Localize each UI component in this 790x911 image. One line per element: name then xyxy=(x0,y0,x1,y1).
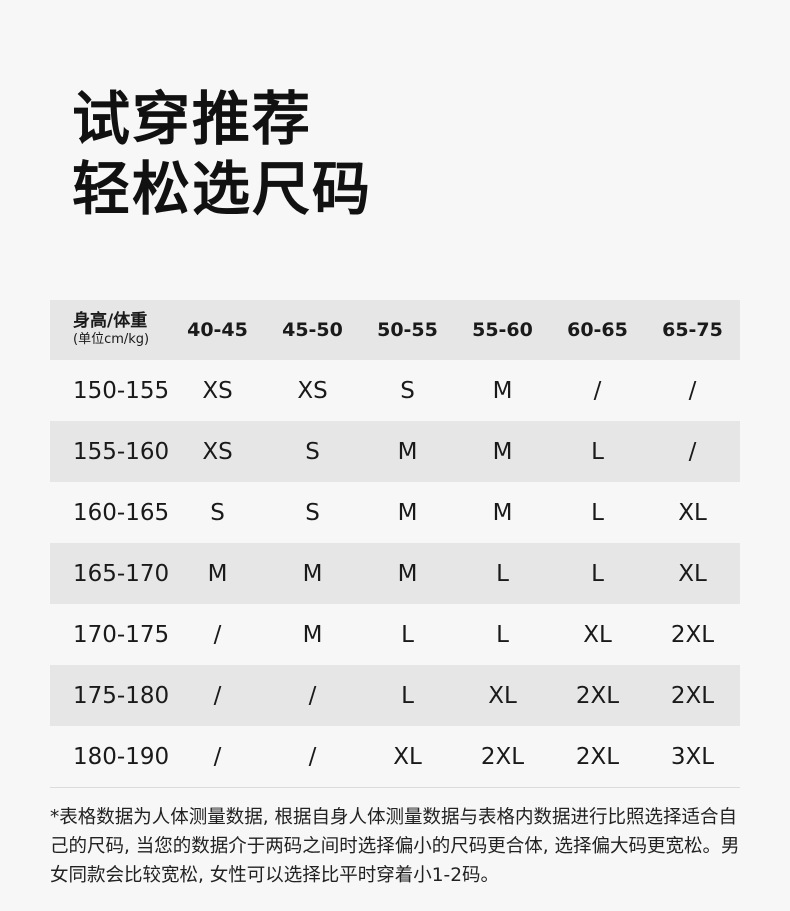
row-height-label: 150-155 xyxy=(73,377,170,404)
row-height-label: 155-160 xyxy=(73,438,170,465)
table-row: 170-175 / M L L XL 2XL xyxy=(50,604,740,665)
size-cell: / xyxy=(213,682,222,709)
column-header: 60-65 xyxy=(567,319,628,341)
size-cell: S xyxy=(305,438,320,465)
size-cell: XS xyxy=(202,438,233,465)
size-cell: L xyxy=(496,621,509,648)
column-header: 55-60 xyxy=(472,319,533,341)
size-chart-table: 身高/体重 (单位cm/kg) 40-45 45-50 50-55 55-60 … xyxy=(50,300,740,788)
size-cell: 2XL xyxy=(670,682,715,709)
column-header: 40-45 xyxy=(187,319,248,341)
row-height-label: 170-175 xyxy=(73,621,170,648)
size-cell: L xyxy=(401,682,414,709)
size-cell: M xyxy=(492,499,513,526)
size-cell: / xyxy=(688,377,697,404)
row-height-label: 165-170 xyxy=(73,560,170,587)
size-cell: M xyxy=(302,560,323,587)
size-cell: S xyxy=(400,377,415,404)
table-header-row: 身高/体重 (单位cm/kg) 40-45 45-50 50-55 55-60 … xyxy=(50,300,740,360)
footnote: *表格数据为人体测量数据, 根据自身人体测量数据与表格内数据进行比照选择适合自己… xyxy=(50,807,740,886)
row-height-label: 180-190 xyxy=(50,726,170,788)
column-header: 45-50 xyxy=(282,319,343,341)
size-cell: XS xyxy=(297,377,328,404)
size-cell: 2XL xyxy=(455,726,550,788)
size-cell: XL xyxy=(488,682,517,709)
row-height-label: 160-165 xyxy=(73,499,170,526)
size-cell: L xyxy=(591,560,604,587)
column-header: 65-75 xyxy=(662,319,723,341)
corner-main-label: 身高/体重 xyxy=(73,311,148,331)
size-cell: S xyxy=(305,499,320,526)
size-cell: XL xyxy=(678,499,707,526)
page-title: 试穿推荐 轻松选尺码 xyxy=(72,84,372,224)
title-line-2: 轻松选尺码 xyxy=(72,155,373,223)
size-cell: / xyxy=(170,726,265,788)
size-cell: L xyxy=(496,560,509,587)
size-cell: M xyxy=(207,560,228,587)
table-row: 160-165 S S M M L XL xyxy=(50,482,740,543)
size-cell: M xyxy=(492,377,513,404)
size-cell: M xyxy=(492,438,513,465)
column-header: 50-55 xyxy=(377,319,438,341)
size-cell: / xyxy=(688,438,697,465)
size-cell: XS xyxy=(202,377,233,404)
size-cell: 2XL xyxy=(670,621,715,648)
size-cell: / xyxy=(593,377,602,404)
size-cell: L xyxy=(591,438,604,465)
title-line-1: 试穿推荐 xyxy=(72,85,313,153)
size-cell: M xyxy=(397,499,418,526)
size-cell: L xyxy=(401,621,414,648)
size-cell: XL xyxy=(678,560,707,587)
table-row: 175-180 / / L XL 2XL 2XL xyxy=(50,665,740,726)
size-cell: L xyxy=(591,499,604,526)
size-cell: 3XL xyxy=(645,726,740,788)
corner-unit-label: (单位cm/kg) xyxy=(73,332,150,347)
size-cell: S xyxy=(210,499,225,526)
row-height-label: 175-180 xyxy=(73,682,170,709)
corner-header: 身高/体重 (单位cm/kg) xyxy=(50,300,170,360)
size-cell: / xyxy=(265,726,360,788)
size-cell: XL xyxy=(583,621,612,648)
size-cell: M xyxy=(397,560,418,587)
size-cell: / xyxy=(213,621,222,648)
size-cell: 2XL xyxy=(550,726,645,788)
size-cell: M xyxy=(397,438,418,465)
table-row: 180-190// XL 2XL 2XL 3XL xyxy=(50,726,740,788)
size-cell: / xyxy=(308,682,317,709)
table-row: 155-160 XS S M M L / xyxy=(50,421,740,482)
table-row: 165-170 M M M L L XL xyxy=(50,543,740,604)
size-cell: M xyxy=(302,621,323,648)
table-row: 150-155 XS XS S M / / xyxy=(50,360,740,421)
size-cell: 2XL xyxy=(575,682,620,709)
size-cell: XL xyxy=(360,726,455,788)
